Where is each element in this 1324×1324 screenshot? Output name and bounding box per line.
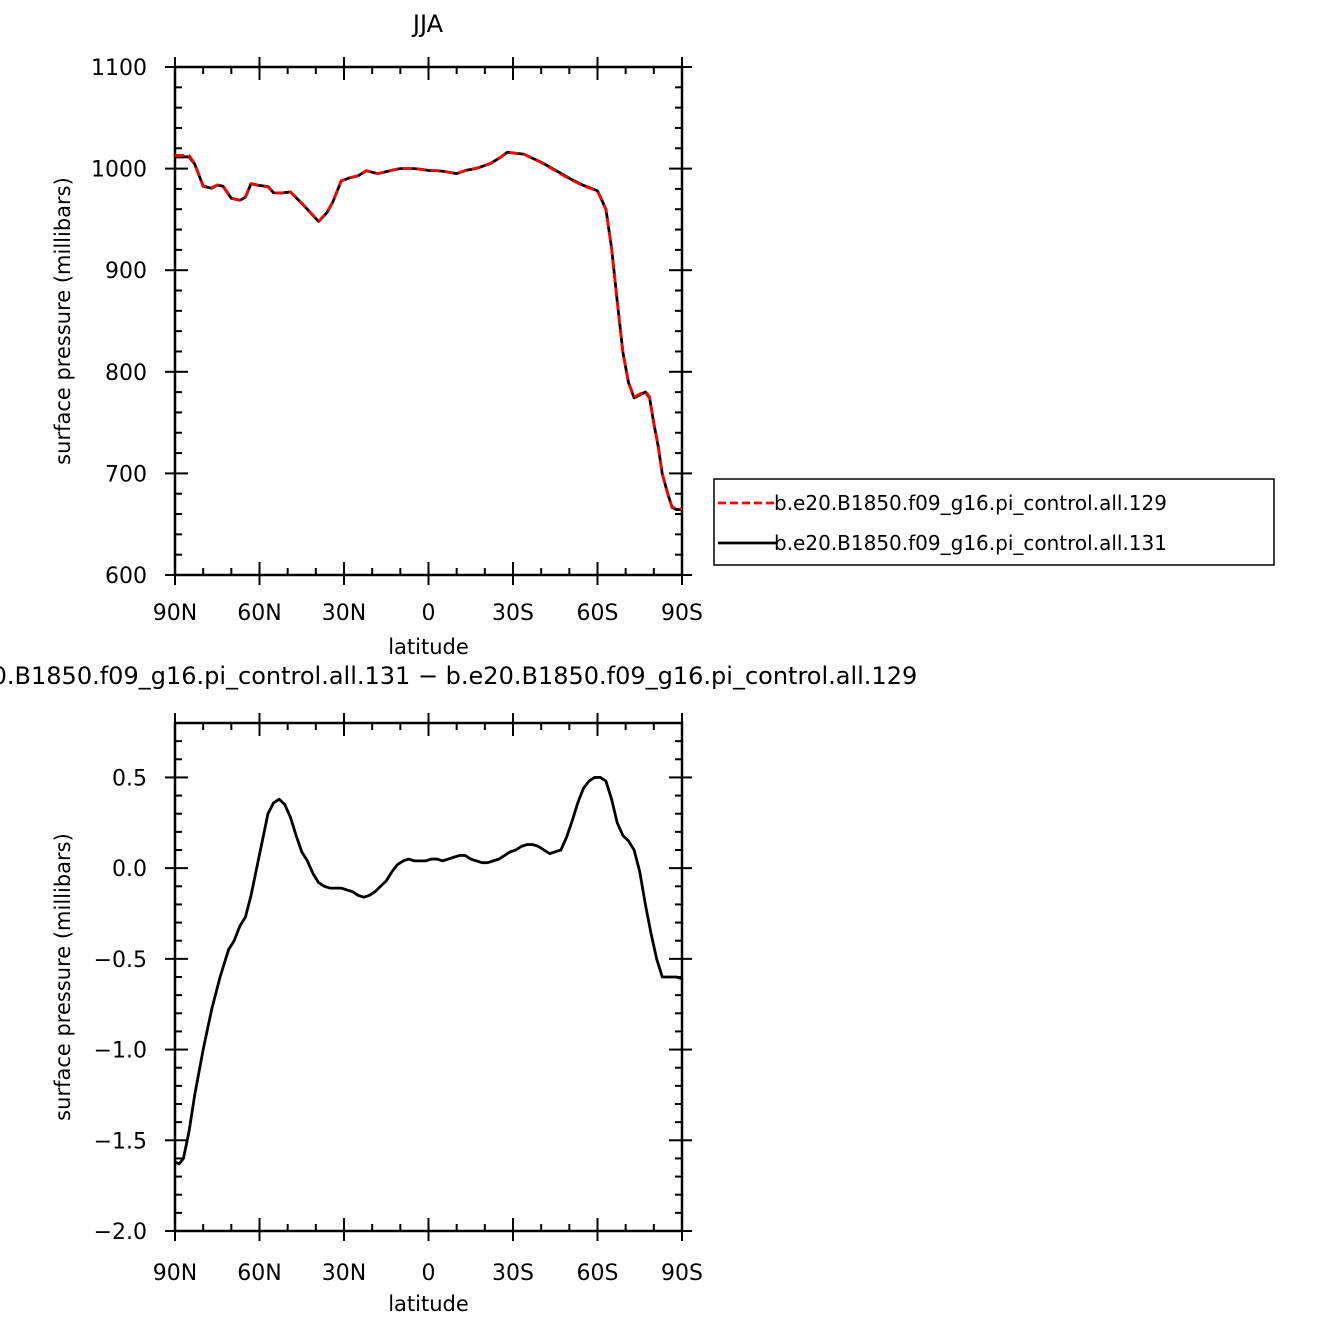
legend-box	[713, 478, 1275, 566]
series-line-0	[175, 776, 682, 1166]
y-tick-label: −0.5	[94, 948, 147, 973]
series-line-0	[175, 150, 682, 511]
legend: b.e20.B1850.f09_g16.pi_control.all.129 b.…	[713, 478, 1275, 566]
y-tick-label: 600	[105, 564, 147, 589]
x-tick-label: 30S	[492, 601, 534, 626]
x-tick-label: 60N	[237, 1261, 281, 1286]
difference-chart: 90N 60N 30N 0 30S 60S 90S −2.0 −1.5 −1.0 −0.5 0.0 0.…	[0, 662, 917, 1316]
x-tick-label: 0	[422, 601, 436, 626]
y-tick-label: 1100	[91, 56, 147, 81]
x-tick-label: 90S	[661, 601, 703, 626]
y-tick-label: 800	[105, 361, 147, 386]
y-tick-label: 700	[105, 462, 147, 487]
plot-frame	[173, 65, 684, 577]
x-tick-label: 30S	[492, 1261, 534, 1286]
y-tick-label: −1.0	[94, 1039, 147, 1064]
y-tick-label: −2.0	[94, 1220, 147, 1245]
x-tick-label: 30N	[322, 1261, 366, 1286]
y-tick-label: 900	[105, 259, 147, 284]
x-tick-label: 60N	[237, 601, 281, 626]
chart-title: b.e20.B1850.f09_g16.pi_control.all.131 −…	[0, 662, 917, 690]
x-axis-title: latitude	[388, 1292, 469, 1316]
x-tick-label: 30N	[322, 601, 366, 626]
series-group	[175, 150, 682, 511]
x-tick-label: 0	[422, 1261, 436, 1286]
x-axis-title: latitude	[388, 635, 469, 659]
y-tick-label: 0.5	[112, 766, 147, 791]
x-tick-label: 60S	[577, 601, 619, 626]
top-chart: 90N 60N 30N 0 30S 60S 90S 600 700 800 900 1000 1100 J…	[51, 10, 1275, 659]
y-axis-title: surface pressure (millibars)	[51, 177, 75, 465]
series-line-1	[175, 150, 682, 511]
chart-title: JJA	[411, 10, 444, 38]
series-group	[175, 776, 682, 1166]
legend-label: b.e20.B1850.f09_g16.pi_control.all.129	[774, 491, 1167, 515]
plot-frame	[173, 721, 684, 1233]
y-tick-label: −1.5	[94, 1129, 147, 1154]
x-tick-label: 90S	[661, 1261, 703, 1286]
x-tick-label: 60S	[577, 1261, 619, 1286]
x-tick-label: 90N	[153, 1261, 197, 1286]
legend-label: b.e20.B1850.f09_g16.pi_control.all.131	[774, 531, 1167, 555]
x-tick-label: 90N	[153, 601, 197, 626]
y-axis-title: surface pressure (millibars)	[51, 833, 75, 1121]
y-tick-label: 1000	[91, 158, 147, 183]
y-tick-label: 0.0	[112, 857, 147, 882]
